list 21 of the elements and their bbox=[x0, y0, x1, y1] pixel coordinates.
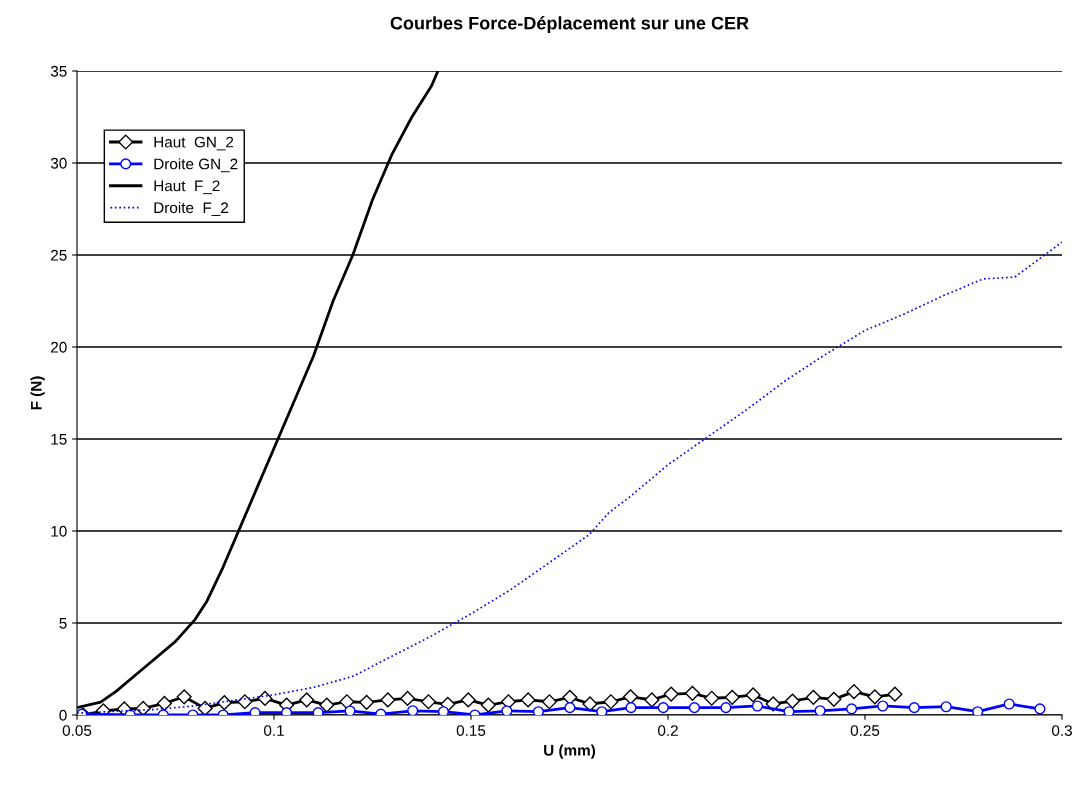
y-tick-label: 30 bbox=[50, 157, 67, 169]
x-tick-label: 0.3 bbox=[1051, 725, 1072, 736]
x-axis-title: U (mm) bbox=[544, 744, 596, 759]
y-axis-title: F (N) bbox=[30, 376, 45, 410]
y-tick-label: 10 bbox=[51, 525, 67, 537]
legend-label: Haut F_2 bbox=[154, 180, 220, 195]
y-tick-label: 25 bbox=[51, 249, 67, 261]
legend-label: Haut GN_2 bbox=[154, 136, 234, 151]
y-tick-label: 35 bbox=[50, 65, 67, 77]
legend-label: Droite GN_2 bbox=[154, 158, 238, 173]
y-tick-label: 20 bbox=[51, 341, 67, 353]
chart-title: Courbes Force-Déplacement sur une CER bbox=[390, 16, 749, 34]
x-tick-label: 0.1 bbox=[263, 725, 284, 736]
x-tick-label: 0.25 bbox=[850, 725, 880, 736]
x-tick-label: 0.15 bbox=[456, 725, 486, 736]
x-tick-label: 0.2 bbox=[657, 725, 678, 736]
y-tick-label: 15 bbox=[51, 434, 67, 445]
x-tick-label: 0.05 bbox=[62, 725, 92, 736]
y-tick-label: 5 bbox=[59, 618, 67, 629]
y-tick-label: 0 bbox=[59, 709, 67, 721]
legend-label: Droite F_2 bbox=[154, 201, 229, 217]
